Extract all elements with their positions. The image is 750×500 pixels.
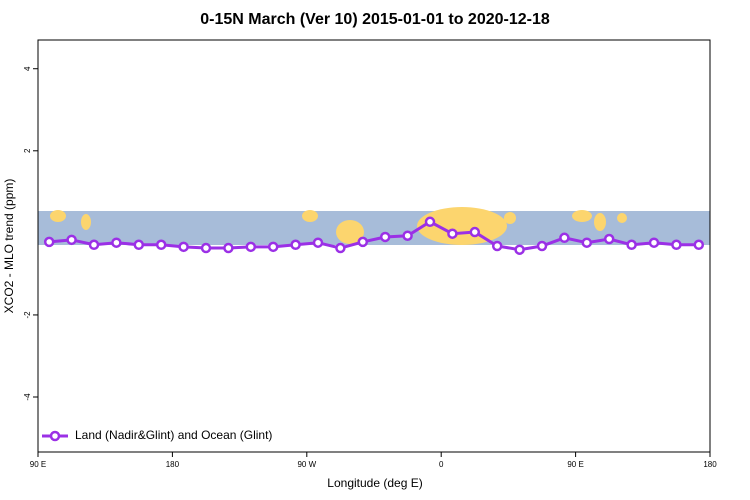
- x-axis-label: Longitude (deg E): [327, 476, 422, 490]
- y-tick-label: 4: [23, 66, 32, 71]
- chart-title: 0-15N March (Ver 10) 2015-01-01 to 2020-…: [200, 11, 550, 28]
- point: [469, 226, 481, 238]
- x-tick-label: 90 E: [567, 460, 583, 469]
- point: [223, 242, 234, 254]
- legend-marker: [49, 430, 61, 442]
- point: [312, 237, 324, 248]
- point: [603, 233, 615, 245]
- point: [111, 237, 122, 248]
- point: [379, 231, 391, 243]
- point: [648, 237, 660, 248]
- y-tick-label: -4: [23, 393, 32, 401]
- x-tick-label: 90 E: [30, 460, 46, 469]
- point: [357, 236, 369, 248]
- point: [200, 242, 212, 254]
- point: [155, 239, 167, 251]
- legend-label: Land (Nadir&Glint) and Ocean (Glint): [75, 428, 272, 442]
- point: [491, 240, 503, 252]
- point: [514, 244, 525, 255]
- point: [402, 230, 413, 241]
- y-axis-label: XCO2 - MLO trend (ppm): [2, 179, 16, 314]
- point: [335, 242, 346, 254]
- point: [671, 239, 682, 251]
- y-tick-label: 2: [23, 148, 32, 153]
- point: [290, 239, 301, 251]
- point: [424, 216, 436, 228]
- point: [447, 228, 458, 239]
- point: [178, 241, 189, 253]
- x-tick-label: 0: [439, 460, 444, 469]
- point: [133, 239, 145, 251]
- point: [626, 239, 637, 251]
- x-tick-label: 180: [703, 460, 717, 469]
- x-tick-label: 180: [166, 460, 180, 469]
- point: [581, 237, 593, 248]
- point: [245, 241, 257, 253]
- point: [66, 234, 77, 246]
- point: [267, 241, 279, 253]
- point: [693, 239, 705, 251]
- point: [88, 239, 100, 251]
- x-tick-label: 90 W: [297, 460, 316, 469]
- y-tick-label: -2: [23, 311, 32, 319]
- point: [559, 232, 570, 244]
- point: [43, 236, 55, 248]
- plot-frame: [37, 39, 711, 453]
- point: [536, 240, 548, 252]
